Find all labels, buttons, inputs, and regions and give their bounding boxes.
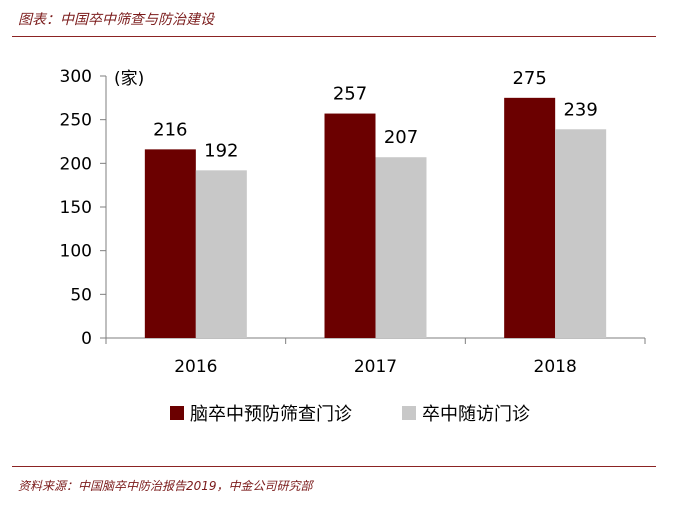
y-tick-label: 100 (60, 242, 92, 262)
data-label: 239 (563, 99, 597, 120)
bottom-divider (12, 466, 656, 467)
data-label: 275 (512, 68, 546, 89)
bar-chart: 0 50 100 150 200 250 300 (家) 2016 2017 2018 216 19… (60, 67, 646, 425)
bar-followup-2017 (375, 157, 427, 338)
bar-screening-2018 (504, 97, 556, 338)
legend-item-screening: 脑卒中预防筛查门诊 (170, 404, 352, 425)
data-label: 216 (153, 119, 187, 140)
bar-followup-2018 (555, 129, 607, 338)
data-label: 207 (384, 127, 418, 148)
legend-swatch (170, 406, 184, 420)
legend-label: 卒中随访门诊 (422, 404, 530, 425)
figure-caption: 图表：中国卒中筛查与防治建设 (18, 12, 214, 28)
x-axis: 2016 2017 2018 (105, 337, 646, 377)
legend-swatch (402, 406, 416, 420)
legend-item-followup: 卒中随访门诊 (402, 404, 530, 425)
y-tick-label: 0 (81, 329, 92, 349)
data-label: 257 (333, 84, 367, 105)
bar-screening-2017 (324, 113, 376, 338)
bar-screening-2016 (144, 149, 196, 338)
bars: 216 192 257 207 275 239 (144, 68, 607, 338)
legend: 脑卒中预防筛查门诊 卒中随访门诊 (170, 404, 530, 425)
legend-label: 脑卒中预防筛查门诊 (190, 404, 352, 425)
data-label: 192 (204, 140, 238, 161)
x-tick-label: 2018 (534, 357, 577, 377)
y-tick-label: 250 (60, 111, 92, 131)
y-tick-label: 50 (70, 285, 92, 305)
x-tick-label: 2017 (354, 357, 397, 377)
bar-followup-2016 (195, 170, 247, 338)
x-tick-label: 2016 (174, 357, 217, 377)
source-note: 资料来源：中国脑卒中防治报告2019，中金公司研究部 (18, 479, 313, 493)
y-unit-label: (家) (114, 69, 144, 89)
y-tick-label: 300 (60, 67, 92, 87)
y-tick-label: 150 (60, 198, 92, 218)
y-axis: 0 50 100 150 200 250 300 (家) (60, 67, 145, 349)
y-tick-label: 200 (60, 154, 92, 174)
top-divider (12, 36, 656, 37)
